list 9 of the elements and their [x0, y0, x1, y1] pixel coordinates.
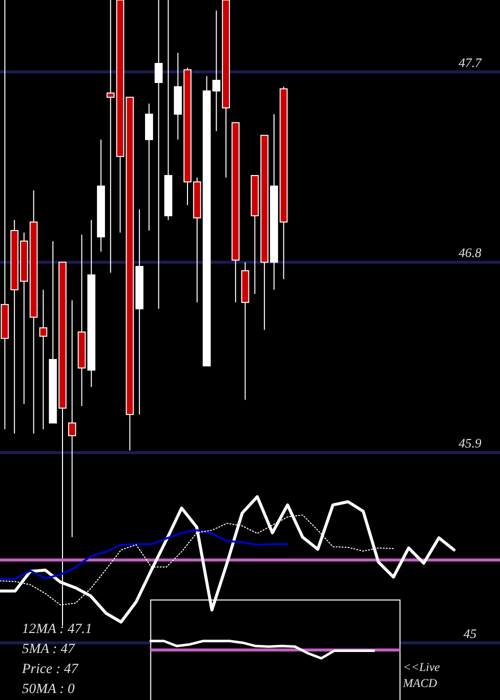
- annotation: 12MA : 47.1: [22, 622, 92, 637]
- annotation: <<Live MACD: [402, 660, 441, 690]
- y-tick-label: 45: [464, 626, 477, 641]
- annotation: Price : 47: [21, 662, 79, 677]
- y-tick-label: 45.9: [458, 436, 482, 451]
- annotation: 5MA : 47: [22, 642, 76, 657]
- annotation: 50MA : 0: [22, 682, 75, 697]
- y-tick-label: 47.7: [458, 54, 482, 70]
- y-tick-label: 46.8: [458, 245, 482, 260]
